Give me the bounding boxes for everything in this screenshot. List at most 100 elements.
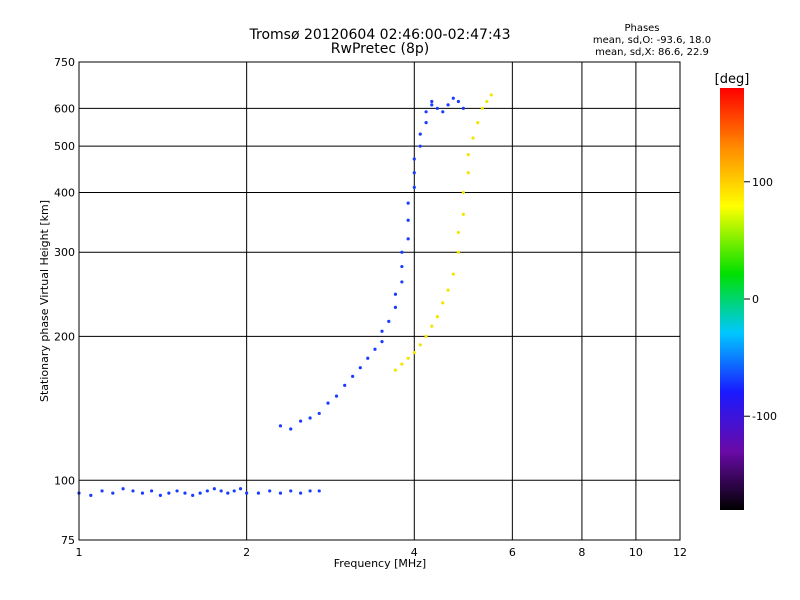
- data-point-o: [256, 491, 261, 495]
- data-point-x: [476, 121, 480, 125]
- data-point-o: [317, 411, 321, 416]
- data-point-x: [435, 315, 439, 319]
- data-point-o: [424, 110, 428, 114]
- data-point-o: [456, 99, 460, 104]
- data-point-x: [471, 136, 475, 140]
- data-point-x: [466, 153, 470, 157]
- data-point-o: [89, 493, 93, 497]
- data-point-o: [387, 319, 391, 323]
- data-point-o: [158, 493, 162, 497]
- data-point-o: [299, 491, 303, 495]
- data-point-x: [461, 190, 465, 195]
- data-point-x: [418, 343, 422, 347]
- colorbar-ticks: 100 0 -100: [744, 176, 777, 423]
- data-point-o: [278, 424, 283, 428]
- phases-x-stats: mean, sd,X: 86.6, 22.9: [595, 47, 709, 58]
- data-point-o: [412, 171, 416, 175]
- data-point-o: [418, 144, 422, 148]
- data-point-o: [400, 264, 404, 269]
- data-point-o: [232, 489, 236, 493]
- data-point-x: [489, 93, 493, 97]
- y-tick-label: 75: [61, 534, 75, 547]
- data-point-x: [393, 368, 398, 372]
- data-point-o: [430, 99, 434, 104]
- x-tick-label: 2: [243, 546, 250, 559]
- data-point-o: [299, 419, 303, 423]
- data-point-o: [100, 489, 104, 493]
- data-point-o: [393, 305, 398, 309]
- data-point-o: [308, 489, 312, 493]
- data-point-o: [226, 491, 230, 495]
- data-point-o: [393, 292, 398, 296]
- data-point-o: [121, 487, 125, 491]
- grid: [79, 62, 680, 540]
- data-point-o: [131, 489, 135, 493]
- data-point-o: [198, 491, 202, 495]
- data-point-o: [418, 132, 422, 136]
- data-point-o: [219, 489, 223, 493]
- data-point-o: [191, 493, 195, 497]
- y-tick-label: 300: [54, 246, 75, 259]
- x-tick-label: 1: [76, 546, 83, 559]
- y-tick-label: 400: [54, 186, 75, 199]
- data-point-x: [446, 288, 450, 292]
- data-point-o: [400, 250, 404, 254]
- data-point-o: [343, 383, 347, 387]
- data-point-o: [430, 103, 434, 107]
- x-tick-label: 4: [411, 546, 418, 559]
- data-point-x: [461, 212, 465, 216]
- data-point-o: [289, 489, 293, 493]
- data-point-o: [289, 427, 293, 431]
- data-point-o: [451, 96, 455, 100]
- data-point-o: [435, 106, 439, 110]
- y-tick-label: 500: [54, 140, 75, 153]
- y-tick-label: 600: [54, 102, 75, 115]
- data-point-o: [406, 237, 410, 241]
- colorbar-tick-label: 100: [752, 176, 773, 189]
- data-point-o: [412, 185, 416, 189]
- x-tick-label: 8: [578, 546, 585, 559]
- data-point-o: [175, 489, 179, 493]
- data-point-o: [238, 487, 243, 491]
- y-tick-label: 750: [54, 56, 75, 69]
- plot-frame: [78, 61, 681, 541]
- data-point-o: [334, 394, 339, 398]
- x-tick-label: 10: [629, 546, 643, 559]
- data-point-x: [485, 99, 489, 104]
- data-point-x: [451, 272, 455, 276]
- data-point-o: [380, 340, 384, 344]
- data-point-o: [278, 491, 283, 495]
- data-point-x: [466, 171, 470, 175]
- phases-o-stats: mean, sd,O: -93.6, 18.0: [592, 35, 712, 46]
- x-tick-label: 6: [509, 546, 516, 559]
- data-points: [77, 93, 493, 497]
- data-point-o: [149, 489, 154, 493]
- data-point-o: [183, 491, 187, 495]
- data-point-o: [424, 121, 428, 125]
- colorbar-tick-label: -100: [752, 410, 777, 423]
- y-axis-label: Stationary phase Virtual Height [km]: [38, 200, 51, 402]
- data-point-x: [441, 301, 445, 305]
- phases-heading: Phases: [624, 23, 660, 34]
- data-point-o: [268, 489, 272, 493]
- colorbar-tick-label: 0: [752, 293, 759, 306]
- data-point-o: [406, 218, 410, 222]
- data-point-x: [456, 250, 460, 254]
- data-point-o: [212, 487, 216, 491]
- data-point-o: [380, 329, 384, 333]
- data-point-x: [480, 106, 484, 110]
- data-point-o: [205, 489, 209, 493]
- data-point-o: [245, 491, 249, 495]
- data-point-o: [406, 201, 410, 205]
- data-point-x: [456, 230, 460, 235]
- data-point-o: [111, 491, 115, 495]
- y-tick-label: 200: [54, 330, 75, 343]
- data-point-x: [406, 356, 410, 360]
- data-point-x: [412, 350, 416, 355]
- data-point-o: [366, 356, 370, 360]
- data-point-x: [430, 324, 434, 328]
- data-point-x: [424, 334, 428, 338]
- data-point-o: [446, 103, 450, 107]
